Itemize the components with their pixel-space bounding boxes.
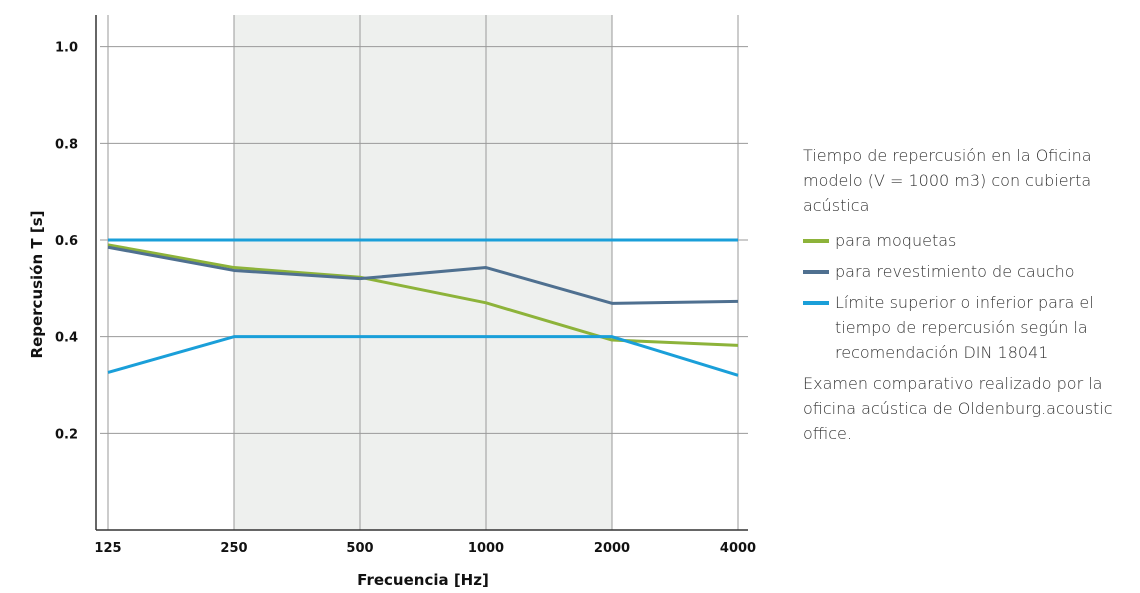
legend: para moquetas para revestimiento de cauc… xyxy=(803,228,1123,365)
legend-item-caucho: para revestimiento de caucho xyxy=(803,259,1123,284)
legend-panel: Tiempo de repercusión en la Oficina mode… xyxy=(803,143,1123,446)
legend-title: Tiempo de repercusión en la Oficina mode… xyxy=(803,146,1092,215)
legend-label-caucho: para revestimiento de caucho xyxy=(835,262,1075,281)
x-tick-label: 250 xyxy=(220,541,247,556)
legend-swatch-moquetas xyxy=(803,239,829,243)
x-tick-label: 125 xyxy=(94,541,121,556)
legend-item-limite: Límite superior o inferior para el tiemp… xyxy=(803,290,1123,365)
tick-labels: 125 250 500 1000 2000 4000 0.2 0.4 0.6 0.8 1.0 xyxy=(55,41,756,556)
source-note: Examen comparativo realizado por la ofic… xyxy=(803,374,1113,443)
x-tick-label: 2000 xyxy=(594,541,630,556)
legend-label-limite: Límite superior o inferior para el tiemp… xyxy=(835,293,1094,362)
legend-swatch-limite xyxy=(803,301,829,305)
legend-swatch-caucho xyxy=(803,270,829,274)
x-tick-label: 500 xyxy=(346,541,373,556)
series-line-moquetas-0 xyxy=(107,243,739,347)
axes xyxy=(95,15,748,531)
series xyxy=(107,238,739,377)
y-tick-label: 0.2 xyxy=(55,427,78,442)
y-tick-label: 0.8 xyxy=(55,137,78,152)
x-tick-label: 1000 xyxy=(468,541,504,556)
legend-label-moquetas: para moquetas xyxy=(835,231,957,250)
x-tick-label: 4000 xyxy=(720,541,756,556)
legend-item-moquetas: para moquetas xyxy=(803,228,1123,253)
y-tick-label: 0.6 xyxy=(55,234,78,249)
series-line-limite-3 xyxy=(107,335,739,377)
series-line-caucho-1 xyxy=(107,245,739,305)
y-tick-label: 1.0 xyxy=(55,41,78,56)
y-axis-label: Repercusión T [s] xyxy=(28,211,46,359)
y-tick-label: 0.4 xyxy=(55,331,78,346)
x-axis-label: Frecuencia [Hz] xyxy=(357,571,489,589)
